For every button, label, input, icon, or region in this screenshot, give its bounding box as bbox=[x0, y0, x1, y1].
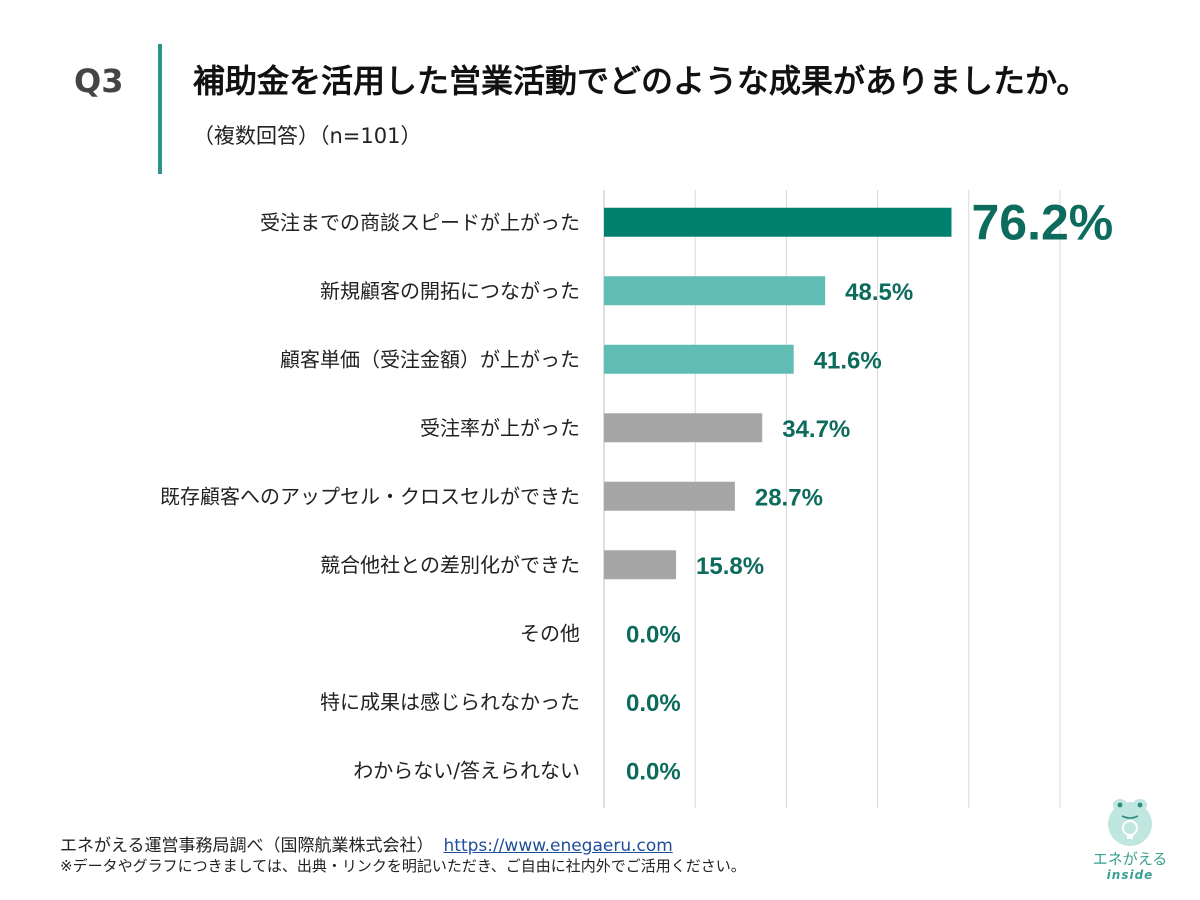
bar bbox=[604, 344, 794, 374]
category-label: 新規顧客の開拓につながった bbox=[320, 279, 580, 303]
category-label: 競合他社との差別化ができた bbox=[320, 553, 580, 577]
bar bbox=[604, 276, 826, 306]
question-number: Q3 bbox=[74, 62, 124, 100]
value-label: 0.0% bbox=[626, 621, 681, 648]
value-label: 0.0% bbox=[626, 758, 681, 785]
category-label: 既存顧客へのアップセル・クロスセルができた bbox=[160, 484, 580, 508]
value-label: 48.5% bbox=[845, 279, 913, 306]
category-label: 受注までの商談スピードが上がった bbox=[260, 210, 580, 234]
value-label: 34.7% bbox=[782, 416, 850, 443]
value-label: 15.8% bbox=[696, 553, 764, 580]
logo-sub: inside bbox=[1106, 868, 1154, 882]
bar bbox=[604, 207, 952, 237]
category-label: 顧客単価（受注金額）が上がった bbox=[280, 347, 580, 371]
bar-chart: 受注までの商談スピードが上がった新規顧客の開拓につながった顧客単価（受注金額）が… bbox=[160, 190, 1113, 808]
source-link[interactable]: https://www.enegaeru.com bbox=[443, 836, 673, 856]
frog-icon bbox=[1108, 799, 1152, 846]
header-divider bbox=[158, 44, 162, 174]
bar bbox=[604, 413, 763, 443]
question-title: 補助金を活用した営業活動でどのような成果がありましたか。 bbox=[193, 62, 1089, 100]
bar bbox=[604, 481, 735, 511]
category-label: 特に成果は感じられなかった bbox=[320, 690, 580, 714]
logo-name: エネがえる bbox=[1092, 850, 1168, 868]
source-credit: エネがえる運営事務局調べ（国際航業株式会社） https://www.enegae… bbox=[60, 831, 673, 856]
value-label: 0.0% bbox=[626, 690, 681, 717]
category-label: その他 bbox=[520, 621, 580, 645]
usage-note: ※データやグラフにつきましては、出典・リンクを明記いただき、ご自由に社内外でご活… bbox=[60, 857, 746, 875]
value-label: 41.6% bbox=[814, 347, 882, 374]
bar bbox=[604, 550, 677, 580]
enegaeru-logo: エネがえる inside bbox=[1088, 794, 1172, 890]
value-label: 28.7% bbox=[755, 484, 823, 511]
category-label: 受注率が上がった bbox=[420, 416, 580, 440]
category-label: わからない/答えられない bbox=[353, 758, 580, 782]
source-text: エネがえる運営事務局調べ（国際航業株式会社） bbox=[60, 836, 434, 856]
value-label: 76.2% bbox=[971, 194, 1113, 250]
question-subtitle: （複数回答）（n=101） bbox=[193, 124, 422, 148]
